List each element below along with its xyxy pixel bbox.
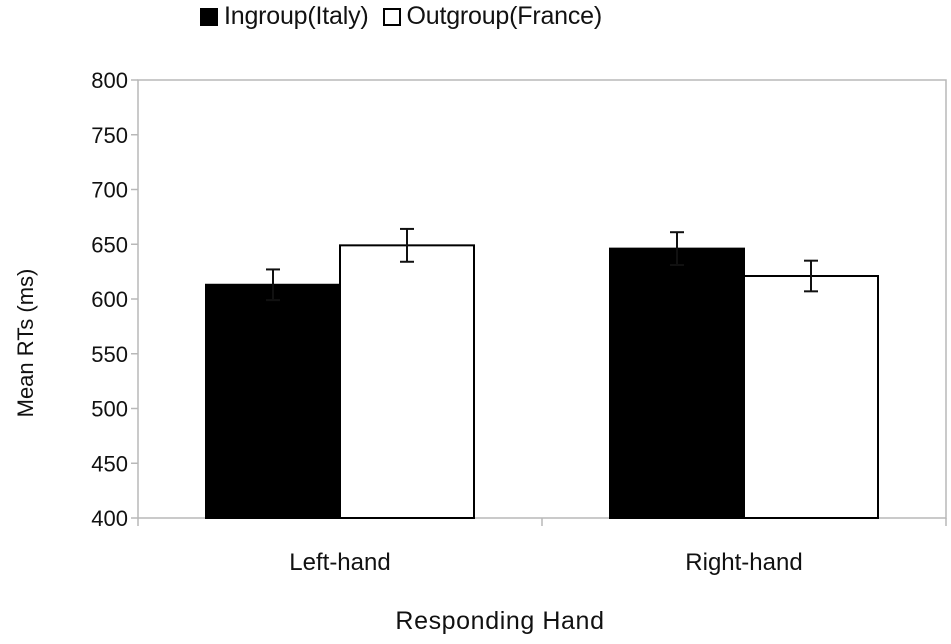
bar-outgroup-left-hand (339, 244, 475, 519)
y-tick-label: 500 (91, 397, 128, 422)
y-tick-label: 800 (91, 68, 128, 93)
x-axis-label: Responding Hand (395, 607, 605, 635)
legend-label-ingroup: Ingroup(Italy) (224, 2, 369, 30)
y-tick-label: 700 (91, 178, 128, 203)
legend-swatch-ingroup (200, 7, 218, 26)
bar-ingroup-left-hand (205, 283, 341, 520)
y-tick-label: 750 (91, 123, 128, 148)
legend-swatch-outgroup (382, 7, 401, 26)
y-tick-label: 450 (91, 451, 128, 476)
bar-ingroup-right-hand (609, 247, 745, 519)
y-tick-label: 650 (91, 232, 128, 257)
legend-item-ingroup: Ingroup(Italy) (200, 2, 369, 31)
legend: Ingroup(Italy) Outgroup(France) (200, 2, 616, 31)
y-tick-label: 600 (91, 287, 128, 312)
bar-outgroup-right-hand (743, 275, 879, 519)
x-tick-label: Left-hand (289, 549, 390, 576)
y-tick-label: 400 (91, 506, 128, 531)
y-axis-label: Mean RTs (ms) (13, 268, 38, 418)
y-tick-label: 550 (91, 342, 128, 367)
x-tick-label: Right-hand (685, 549, 802, 576)
legend-item-outgroup: Outgroup(France) (382, 2, 603, 31)
legend-label-outgroup: Outgroup(France) (406, 2, 603, 30)
